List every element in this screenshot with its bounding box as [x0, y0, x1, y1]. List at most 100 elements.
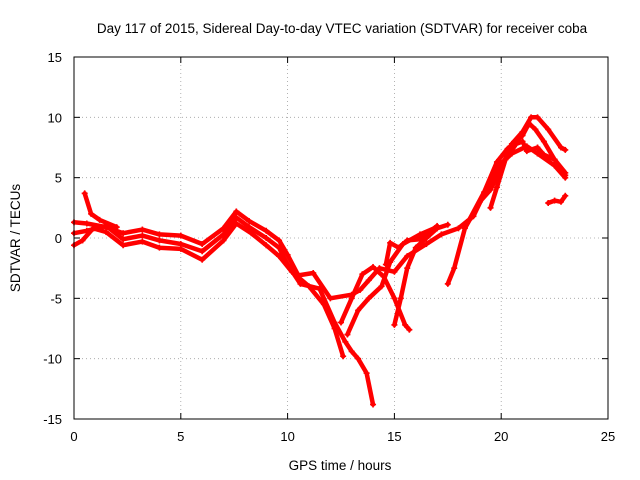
- data-point: [199, 256, 206, 263]
- data-point: [562, 172, 569, 179]
- series-track-8: [383, 223, 440, 267]
- data-point: [466, 216, 473, 223]
- data-point: [120, 242, 127, 249]
- y-tick-label: 15: [48, 50, 62, 65]
- data-series-group: [71, 114, 569, 408]
- series-track-10: [466, 121, 568, 223]
- data-point: [88, 210, 95, 217]
- data-point: [404, 265, 411, 272]
- data-point: [233, 214, 240, 221]
- data-point: [355, 355, 362, 362]
- data-point: [156, 244, 163, 251]
- data-point: [493, 184, 500, 191]
- data-point: [455, 225, 462, 232]
- data-point: [79, 237, 86, 244]
- data-point: [493, 158, 500, 165]
- data-point: [558, 198, 565, 205]
- data-point: [320, 301, 327, 308]
- data-point: [199, 248, 206, 255]
- data-point: [540, 138, 547, 145]
- data-point: [139, 238, 146, 245]
- data-point: [220, 237, 227, 244]
- data-point: [461, 225, 468, 232]
- data-point: [177, 245, 184, 252]
- y-tick-label: 5: [55, 171, 62, 186]
- x-tick-label: 10: [280, 429, 294, 444]
- series-track-11: [488, 139, 568, 211]
- data-point: [316, 285, 323, 292]
- data-point: [199, 241, 206, 248]
- data-point: [525, 120, 532, 127]
- data-point: [502, 156, 509, 163]
- data-point: [528, 114, 535, 121]
- data-point: [404, 253, 411, 260]
- data-point: [263, 227, 270, 234]
- data-point: [340, 353, 347, 360]
- data-point: [288, 268, 295, 275]
- data-point: [412, 244, 419, 251]
- data-point: [540, 151, 547, 158]
- data-point: [331, 325, 338, 332]
- data-point: [451, 265, 458, 272]
- data-point: [370, 401, 377, 408]
- axis-ticks: 0 5 10 15 20 25 -15 -10 -5 0 5 10 15: [43, 50, 615, 444]
- data-point: [348, 348, 355, 355]
- data-point: [378, 283, 385, 290]
- data-point: [305, 283, 312, 290]
- data-point: [284, 251, 291, 258]
- y-tick-label: 10: [48, 110, 62, 125]
- x-axis-label: GPS time / hours: [289, 458, 392, 473]
- data-point: [81, 190, 88, 197]
- data-point: [363, 370, 370, 377]
- series-track-6: [345, 224, 440, 337]
- data-point: [233, 220, 240, 227]
- x-tick-label: 20: [494, 429, 508, 444]
- data-point: [83, 220, 90, 227]
- data-point: [120, 236, 127, 243]
- data-point: [391, 268, 398, 275]
- data-point: [562, 192, 569, 199]
- data-point: [545, 200, 552, 207]
- data-point: [276, 253, 283, 260]
- data-point: [344, 331, 351, 338]
- data-point: [519, 138, 526, 145]
- series-track-12: [545, 193, 568, 206]
- data-point: [263, 242, 270, 249]
- data-point: [444, 280, 451, 287]
- data-point: [276, 237, 283, 244]
- y-tick-label: -15: [43, 412, 62, 427]
- data-point: [365, 295, 372, 302]
- data-point: [355, 307, 362, 314]
- series-track-4: [82, 191, 119, 230]
- data-point: [246, 218, 253, 225]
- data-point: [551, 197, 558, 204]
- y-tick-label: 0: [55, 231, 62, 246]
- data-point: [113, 224, 120, 231]
- data-point: [504, 145, 511, 152]
- data-point: [327, 295, 334, 302]
- data-point: [96, 216, 103, 223]
- data-point: [444, 221, 451, 228]
- data-point: [90, 225, 97, 232]
- data-point: [438, 231, 445, 238]
- y-tick-label: -10: [43, 352, 62, 367]
- data-point: [417, 236, 424, 243]
- data-point: [434, 222, 441, 229]
- data-point: [387, 239, 394, 246]
- data-point: [359, 271, 366, 278]
- data-point: [365, 277, 372, 284]
- y-axis-label: SDTVAR / TECUs: [8, 184, 23, 293]
- data-point: [120, 230, 127, 237]
- data-point: [177, 232, 184, 239]
- data-point: [402, 321, 409, 328]
- data-point: [406, 326, 413, 333]
- data-point: [391, 321, 398, 328]
- data-point: [156, 231, 163, 238]
- data-point: [391, 295, 398, 302]
- data-point: [263, 235, 270, 241]
- data-point: [487, 186, 494, 193]
- series-track-2: [71, 215, 376, 407]
- data-point: [382, 261, 389, 268]
- data-point: [276, 244, 283, 251]
